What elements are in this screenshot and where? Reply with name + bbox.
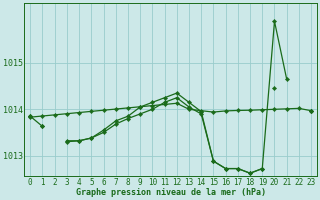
X-axis label: Graphe pression niveau de la mer (hPa): Graphe pression niveau de la mer (hPa) bbox=[76, 188, 266, 197]
